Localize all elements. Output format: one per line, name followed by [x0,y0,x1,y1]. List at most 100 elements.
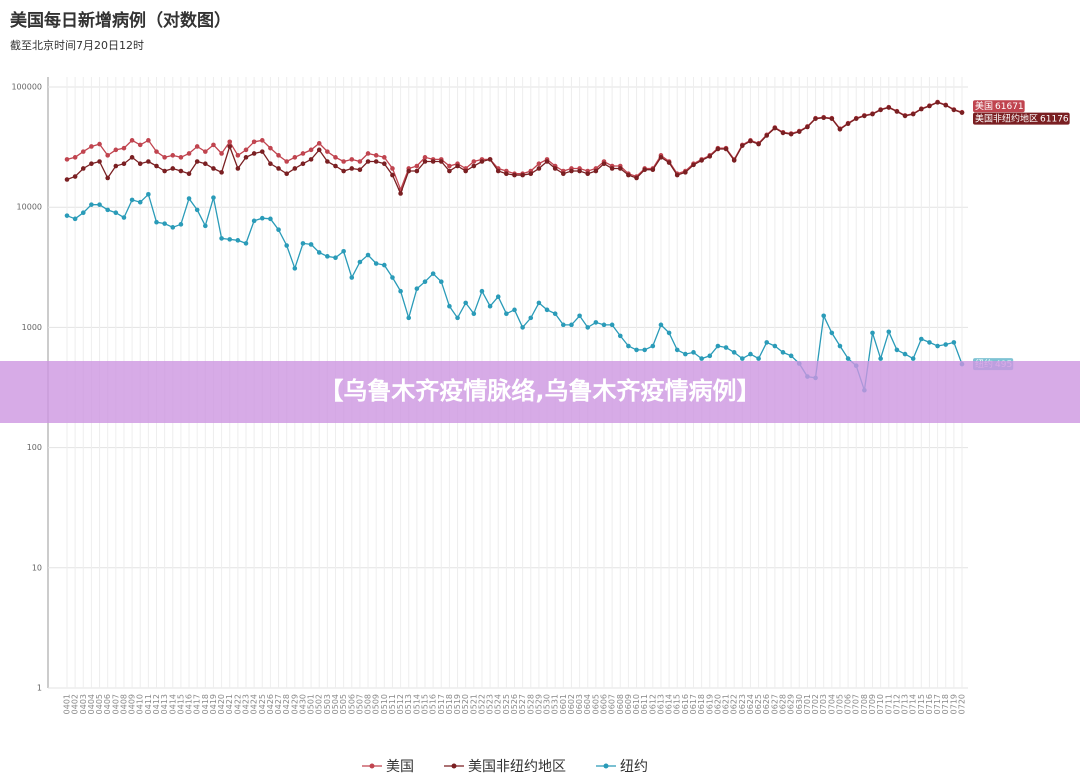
data-point [536,166,542,171]
x-tick-label: 0628 [779,694,788,714]
data-point [211,166,216,171]
data-point [259,138,265,143]
data-point [276,153,281,158]
data-point [438,159,444,164]
data-point [194,159,200,164]
x-tick-label: 0703 [819,694,828,714]
x-tick-label: 0422 [233,694,242,714]
data-point [447,168,452,174]
data-point [626,343,631,349]
data-point [243,241,249,246]
data-point [97,202,102,207]
data-point [97,159,102,164]
x-tick-label: 0715 [917,694,926,714]
data-point [325,159,330,164]
data-point [211,142,216,148]
x-tick-label: 0409 [128,694,137,714]
data-point [487,157,493,162]
x-tick-label: 0718 [941,694,950,714]
legend-marker [451,763,457,769]
data-point [146,192,151,197]
x-tick-label: 0617 [689,694,698,714]
data-point [552,311,558,317]
data-point [365,151,371,156]
x-tick-label: 0401 [63,694,72,714]
x-tick-label: 0621 [722,694,731,714]
data-point [528,315,534,321]
data-point [121,215,127,220]
data-point [268,161,273,167]
data-point [382,262,387,268]
x-tick-label: 0517 [437,694,446,714]
data-point [764,133,770,138]
data-point [292,155,298,160]
data-point [113,163,119,169]
data-point [121,145,127,151]
data-point [520,172,525,178]
x-tick-label: 0626 [762,694,771,714]
data-point [894,347,900,353]
data-point [137,161,143,167]
data-point [292,266,298,271]
data-point [919,336,924,342]
end-label-text: 美国 61671 [975,100,1024,112]
x-tick-label: 0514 [412,694,421,714]
data-point [422,279,428,284]
x-tick-label: 0430 [298,694,307,714]
end-label-text: 美国非纽约地区 61176 [975,112,1069,124]
x-tick-label: 0719 [949,694,958,714]
data-point [495,168,501,174]
data-point [235,238,241,243]
data-point [227,237,233,242]
x-tick-label: 0502 [315,694,324,714]
data-point [414,286,420,291]
data-point [447,163,452,169]
data-point [504,171,509,176]
x-tick-label: 0429 [290,694,299,714]
data-point [764,340,770,345]
data-point [821,313,826,319]
data-point [89,144,94,149]
data-point [308,242,314,247]
data-point [780,130,786,136]
data-point [251,139,257,145]
data-point [853,116,859,121]
x-tick-label: 0622 [730,694,739,714]
data-point [300,151,306,156]
x-tick-label: 0711 [884,694,893,714]
x-tick-label: 0616 [681,694,690,714]
data-point [300,241,306,246]
x-tick-label: 0609 [624,694,633,714]
x-tick-label: 0624 [746,694,755,714]
data-point [316,250,322,255]
data-point [504,311,509,317]
data-point [666,330,672,336]
x-tick-label: 0717 [933,694,942,714]
data-point [170,153,176,158]
legend: 美国 美国非纽约地区 纽约 [362,759,648,775]
x-tick-label: 0625 [754,694,763,714]
end-label-background [973,100,1025,113]
chart-title: 美国每日新增病例（对数图） [10,10,231,31]
end-label: 美国非纽约地区 61176 [973,112,1070,125]
data-point [642,167,647,173]
data-point [398,191,403,196]
data-point [691,162,696,168]
data-point [333,255,338,261]
data-point [365,159,371,164]
x-tick-label: 0710 [876,694,885,714]
data-point [414,168,420,174]
x-tick-label: 0413 [160,694,169,714]
data-point [569,168,574,174]
end-label-value: 61176 [1040,114,1069,124]
data-point [569,322,574,328]
x-tick-label: 0623 [738,694,747,714]
data-point [894,109,900,114]
data-point [552,166,558,171]
x-tick-label: 0603 [575,694,584,714]
data-point [325,149,330,154]
data-point [154,219,159,225]
end-label-background [973,112,1070,125]
data-point [203,223,208,229]
x-tick-label: 0701 [803,694,812,714]
